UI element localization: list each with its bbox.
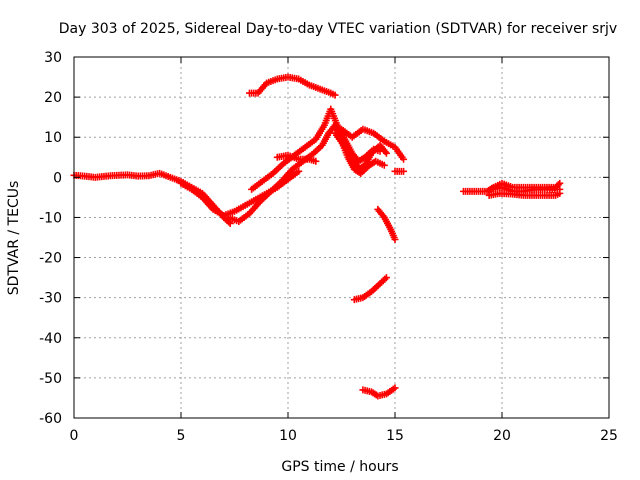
- data-point: [391, 236, 399, 244]
- data-point: [554, 181, 562, 189]
- y-tick-label: -30: [39, 291, 62, 307]
- chart-title: Day 303 of 2025, Sidereal Day-to-day VTE…: [59, 21, 617, 37]
- tick-labels: 0 5 10 15 20 25 -60 -50 -40 -30 -20 -10 0 10 20 30: [39, 50, 618, 444]
- data-point: [295, 167, 303, 175]
- plot-frame: [73, 56, 610, 419]
- data-point: [556, 185, 564, 193]
- x-tick-label: 10: [279, 428, 297, 444]
- x-tick-label: 0: [70, 428, 79, 444]
- y-tick-label: -60: [39, 411, 62, 427]
- y-tick-label: -10: [39, 210, 62, 226]
- data-point: [400, 155, 408, 163]
- data-point: [382, 149, 390, 157]
- grid-lines: [74, 57, 609, 418]
- y-tick-label: -50: [39, 371, 62, 387]
- y-tick-label: -20: [39, 251, 62, 267]
- data-points: [70, 73, 564, 400]
- axis-ticks: [73, 56, 610, 419]
- y-tick-label: 20: [44, 90, 62, 106]
- x-tick-label: 5: [177, 428, 186, 444]
- data-point: [391, 384, 399, 392]
- data-point: [331, 91, 339, 99]
- data-point: [400, 167, 408, 175]
- y-axis-label: SDTVAR / TECUs: [6, 181, 22, 296]
- x-tick-label: 25: [600, 428, 618, 444]
- data-point: [556, 179, 564, 187]
- y-tick-label: 30: [44, 50, 62, 66]
- x-axis-label: GPS time / hours: [281, 459, 398, 475]
- data-point: [380, 161, 388, 169]
- y-tick-label: -40: [39, 331, 62, 347]
- y-tick-label: 0: [53, 170, 62, 186]
- data-point: [312, 157, 320, 165]
- y-tick-label: 10: [44, 130, 62, 146]
- data-point: [382, 274, 390, 282]
- x-tick-label: 20: [493, 428, 511, 444]
- x-tick-label: 15: [386, 428, 404, 444]
